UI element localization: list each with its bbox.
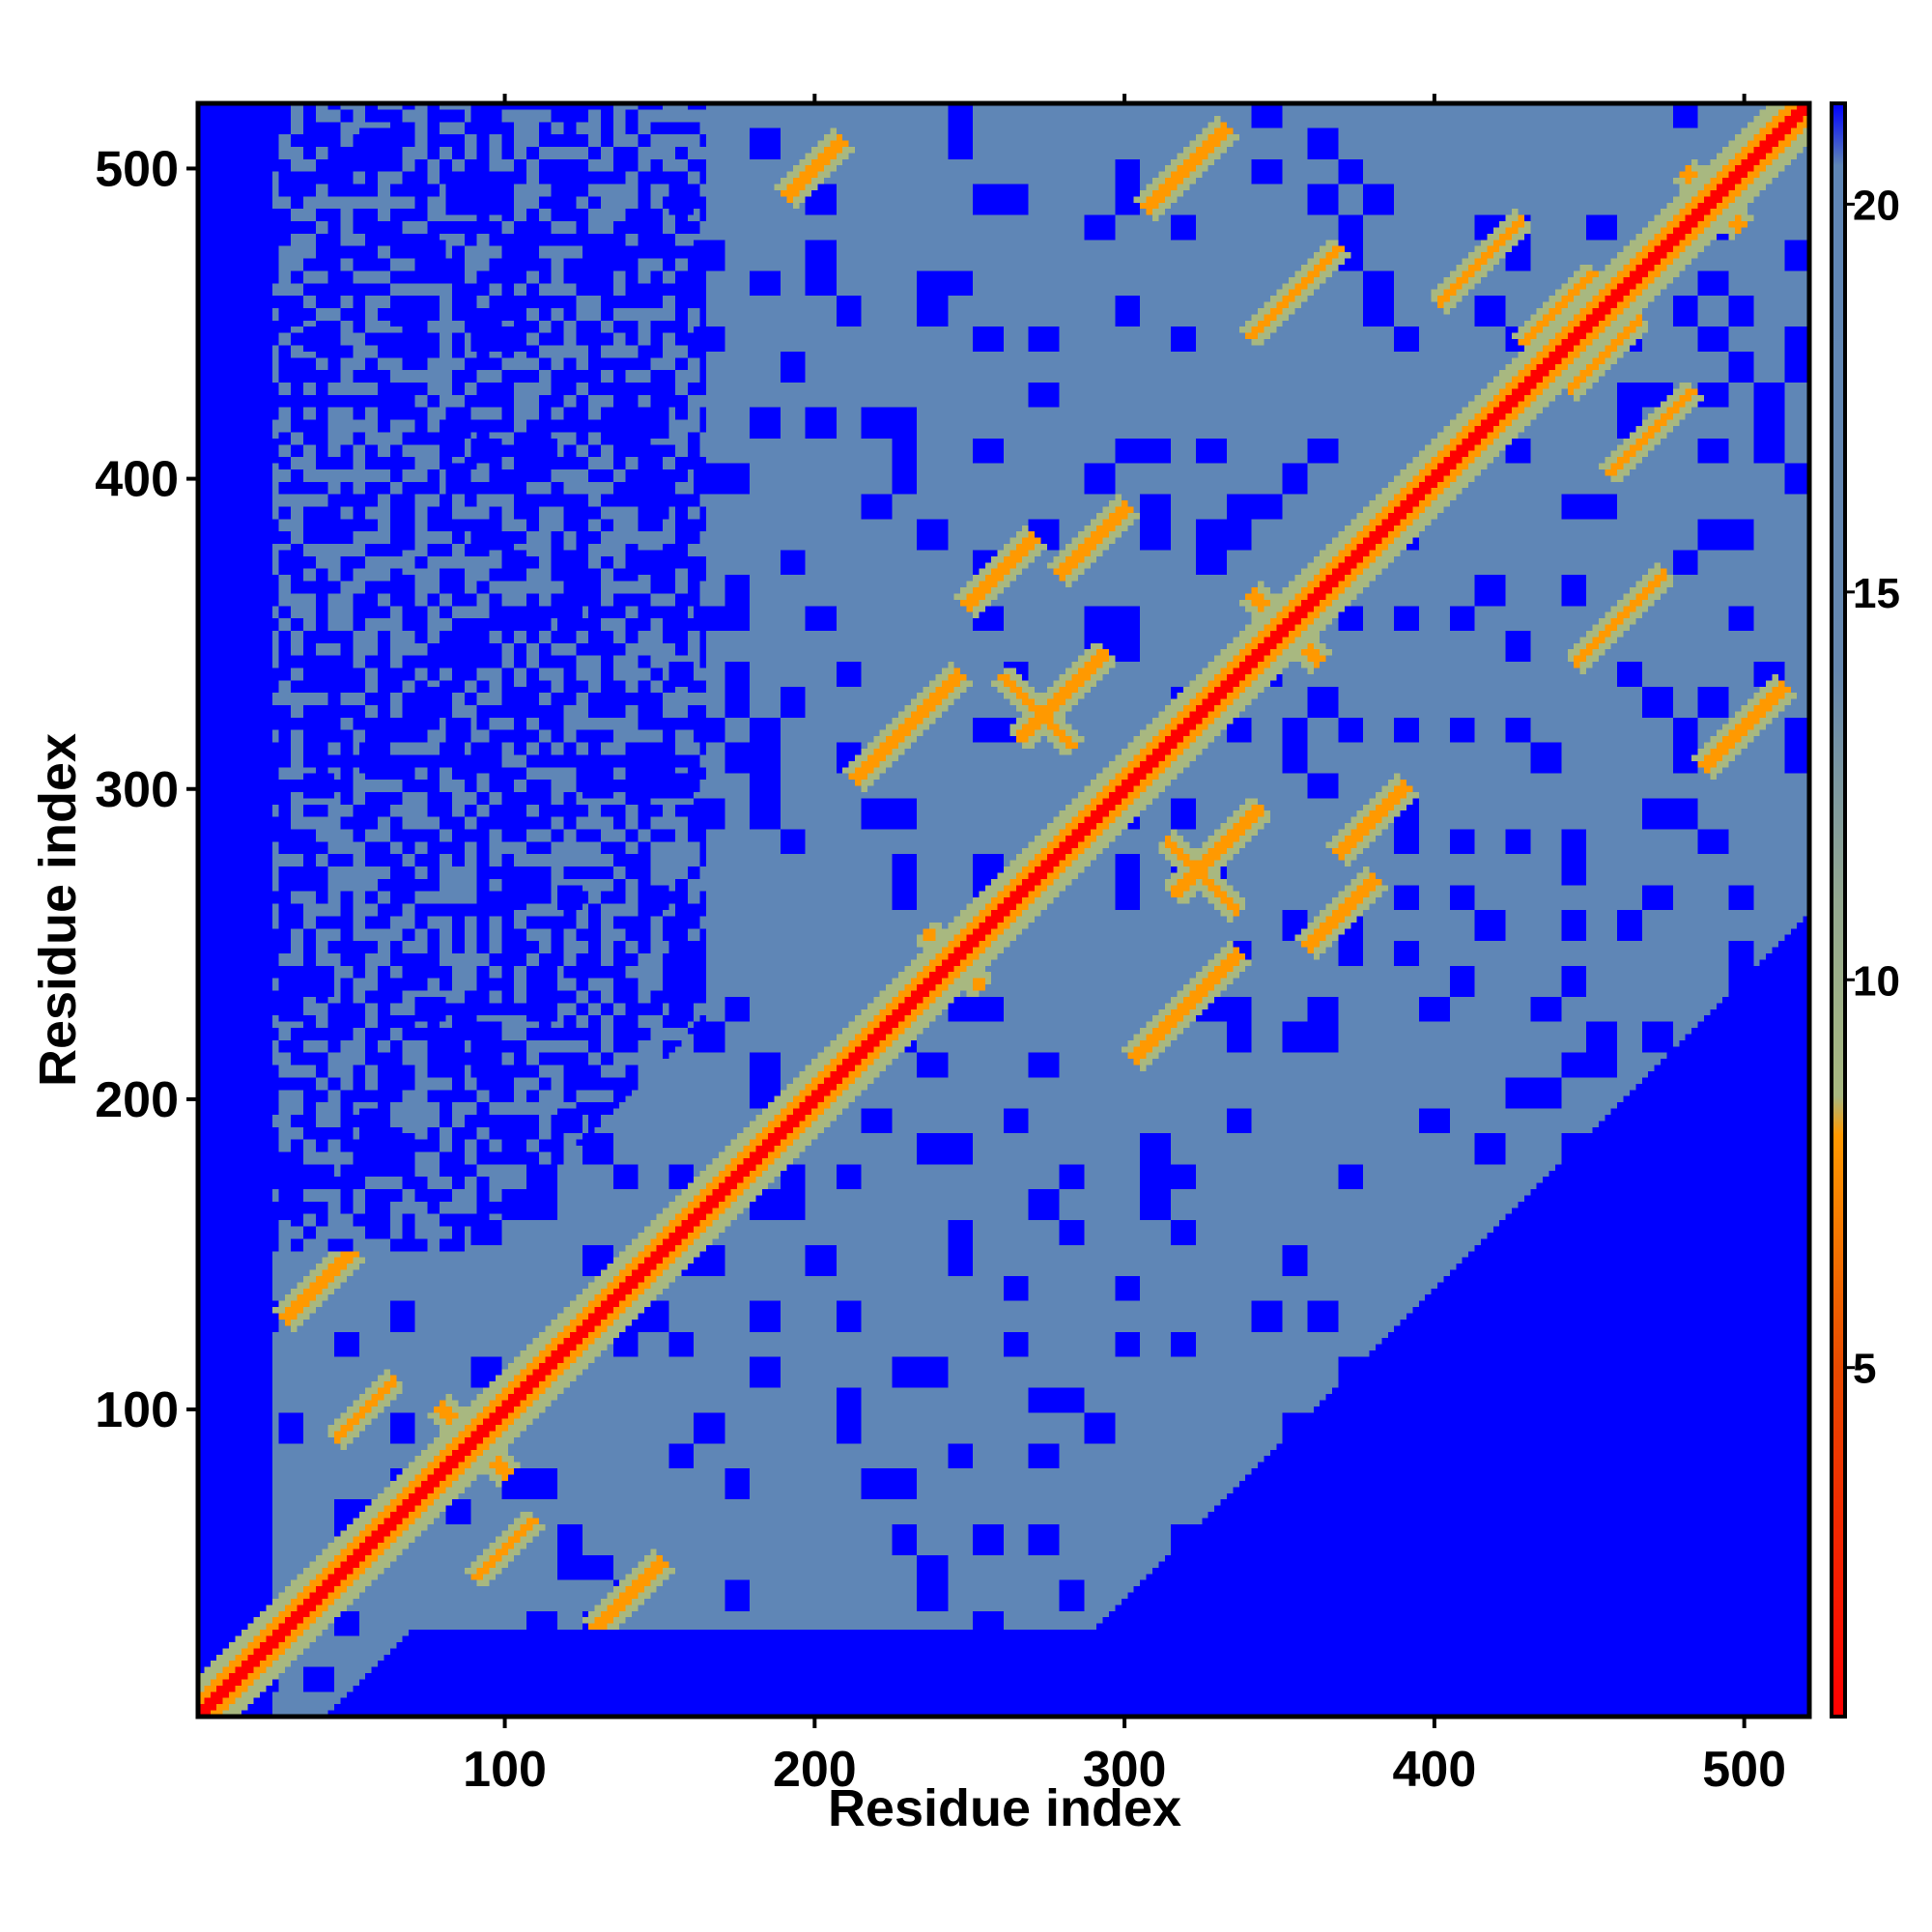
heatmap-area bbox=[195, 100, 1812, 1719]
x-tick-label: 500 bbox=[1702, 1742, 1786, 1798]
colorbar-tick-label: 10 bbox=[1853, 957, 1900, 1005]
x-tick-label: 400 bbox=[1392, 1742, 1476, 1798]
x-axis: 100 200 300 400 500 bbox=[463, 94, 1786, 1798]
y-axis: 100 200 300 400 500 bbox=[95, 141, 198, 1438]
y-axis-title: Residue index bbox=[29, 733, 87, 1087]
x-tick-label: 300 bbox=[1083, 1742, 1167, 1798]
x-tick-label: 200 bbox=[773, 1742, 857, 1798]
x-tick-label: 100 bbox=[463, 1742, 547, 1798]
colorbar-tick-label: 5 bbox=[1853, 1346, 1876, 1393]
colorbar-gradient bbox=[1830, 101, 1847, 1719]
colorbar-tick-label: 20 bbox=[1853, 182, 1900, 229]
y-tick-label: 200 bbox=[95, 1072, 179, 1128]
y-tick-label: 400 bbox=[95, 452, 179, 508]
heatmap-image bbox=[198, 103, 1809, 1717]
plot-frame bbox=[195, 100, 1812, 1719]
y-tick-label: 300 bbox=[95, 762, 179, 818]
colorbar: 5 10 15 20 bbox=[1830, 101, 1900, 1719]
colorbar-ticks: 5 10 15 20 bbox=[1845, 182, 1900, 1393]
colorbar-tick-label: 15 bbox=[1853, 570, 1900, 617]
y-tick-label: 100 bbox=[95, 1382, 179, 1438]
y-tick-label: 500 bbox=[95, 141, 179, 197]
x-axis-title: Residue index bbox=[828, 1779, 1181, 1837]
